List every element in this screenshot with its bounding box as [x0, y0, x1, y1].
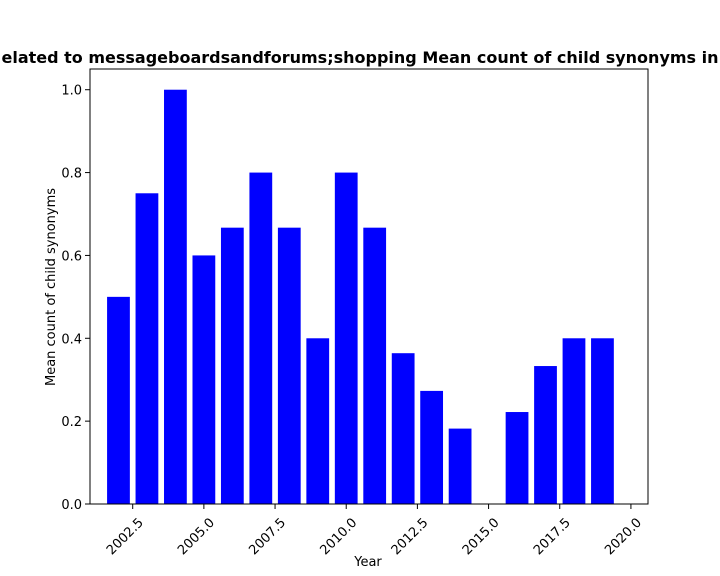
x-axis-label: Year [353, 555, 382, 570]
bar-2005 [192, 255, 216, 504]
x-tick-label: 2017.5 [531, 515, 574, 558]
bar-2007 [249, 172, 273, 505]
y-tick-label: 0.0 [61, 498, 82, 513]
y-tick-label: 0.6 [61, 249, 82, 264]
bar-2003 [135, 193, 159, 505]
y-tick-label: 0.2 [61, 415, 82, 430]
bars-group [107, 89, 614, 505]
chart-title: elated to messageboardsandforums;shoppin… [1, 48, 718, 67]
bar-2012 [391, 353, 415, 504]
bar-2010 [334, 172, 358, 505]
bar-2006 [220, 227, 244, 504]
x-tick-label: 2007.5 [246, 515, 289, 558]
bar-2018 [562, 338, 586, 504]
x-tick-label: 2002.5 [104, 515, 147, 558]
x-tick-label: 2015.0 [460, 515, 503, 558]
y-tick-label: 1.0 [61, 84, 82, 99]
bar-2014 [448, 428, 472, 504]
bar-2009 [306, 338, 330, 504]
bar-2004 [164, 89, 187, 504]
y-axis-label: Mean count of child synonyms [44, 188, 59, 386]
bar-2017 [534, 366, 557, 504]
x-tick-label: 2012.5 [389, 515, 432, 558]
x-tick-label: 2005.0 [175, 515, 218, 558]
bar-2002 [107, 296, 130, 504]
bar-2008 [277, 227, 301, 504]
x-tick-label: 2010.0 [317, 515, 360, 558]
bar-2019 [591, 338, 614, 504]
x-axis-ticks: 2002.5 2005.0 2007.5 2010.0 2012.5 2015.0 2017… [104, 504, 645, 558]
y-axis-ticks: 0.0 0.2 0.4 0.6 0.8 1.0 [61, 84, 90, 513]
bar-2013 [420, 390, 444, 504]
y-tick-label: 0.4 [61, 332, 82, 347]
x-tick-label: 2020.0 [602, 515, 645, 558]
bar-2016 [505, 412, 529, 504]
plot-frame [89, 68, 649, 505]
y-tick-label: 0.8 [61, 167, 82, 182]
bar-2011 [363, 227, 387, 504]
